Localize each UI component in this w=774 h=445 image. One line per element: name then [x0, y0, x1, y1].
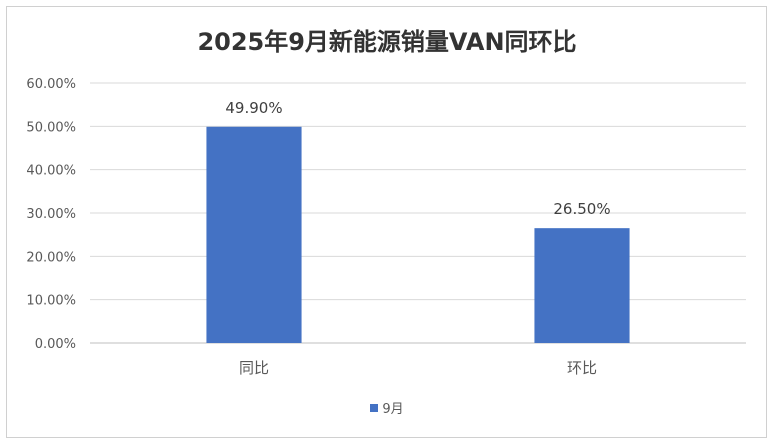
y-tick-label: 10.00%: [26, 294, 76, 309]
y-tick-label: 50.00%: [26, 120, 76, 135]
chart-legend: 9月: [0, 398, 774, 417]
chart-frame: [6, 6, 767, 438]
y-tick-label: 20.00%: [26, 250, 76, 265]
y-tick-label: 40.00%: [26, 164, 76, 179]
y-tick-label: 0.00%: [35, 337, 76, 352]
bar: [206, 126, 302, 344]
legend-label: 9月: [382, 402, 404, 417]
data-label: 49.90%: [225, 99, 282, 117]
bar: [534, 228, 630, 343]
y-tick-label: 60.00%: [26, 77, 76, 92]
legend-swatch: [370, 403, 379, 412]
chart-title: 2025年9月新能源销量VAN同环比: [197, 28, 577, 56]
data-label: 26.50%: [553, 200, 610, 218]
x-tick-label: 环比: [567, 359, 597, 377]
x-tick-label: 同比: [239, 359, 269, 377]
y-tick-label: 30.00%: [26, 207, 76, 222]
